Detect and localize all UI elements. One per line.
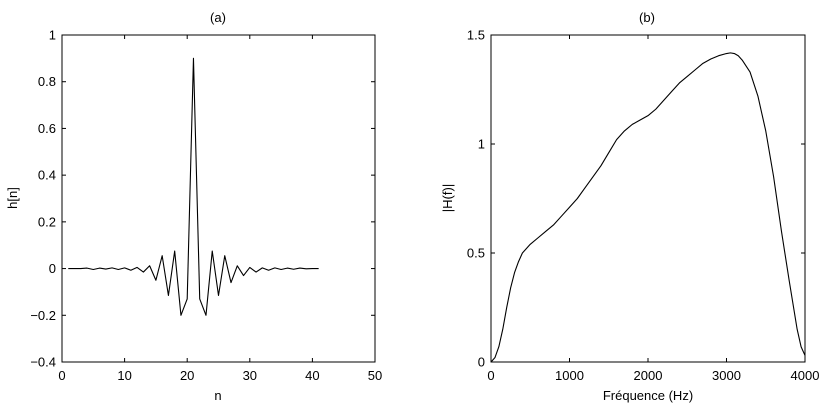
panel-b-y-tick-label: 1.5 (467, 28, 485, 43)
panel-b-x-tick-label: 3000 (712, 368, 741, 383)
panel-a-x-axis-label: n (214, 388, 221, 403)
panel-a-x-tick-label: 40 (305, 368, 319, 383)
panel-a-y-tick-label: 0.2 (38, 214, 56, 229)
panel-a-x-ticks: 0 10 20 30 40 50 (58, 35, 382, 383)
panel-b-y-tick-label: 0 (478, 355, 485, 370)
panel-b-series-line (490, 52, 806, 363)
panel-a-series-line (68, 57, 319, 316)
panel-a-y-axis-label: h[n] (5, 187, 20, 209)
panel-a-axes-frame (61, 34, 376, 363)
panel-a: (a) 0 10 20 30 40 50 −0.4 −0.2 0 0.2 0.4 0.6 0.8 1 n… (5, 10, 382, 403)
panel-b: (b) 0 1000 2000 3000 4000 0 0.5 1 1.5 Fréquence… (440, 10, 819, 403)
panel-b-axes-frame (490, 34, 806, 363)
panel-a-x-tick-label: 0 (58, 368, 65, 383)
panel-b-x-ticks: 0 1000 2000 3000 4000 (487, 35, 819, 383)
panel-b-x-tick-label: 2000 (634, 368, 663, 383)
panel-a-y-ticks: −0.4 −0.2 0 0.2 0.4 0.6 0.8 1 (30, 28, 375, 370)
panel-a-y-tick-label: 0 (49, 261, 56, 276)
panel-a-y-tick-label: 0.6 (38, 121, 56, 136)
panel-b-x-axis-label: Fréquence (Hz) (603, 388, 693, 403)
panel-a-y-tick-label: 0.8 (38, 74, 56, 89)
panel-b-y-axis-label: |H(f)| (440, 184, 455, 212)
panel-b-y-tick-label: 0.5 (467, 246, 485, 261)
panel-a-title: (a) (210, 10, 226, 25)
panel-b-title: (b) (639, 10, 655, 25)
panel-a-x-tick-label: 20 (180, 368, 194, 383)
panel-a-y-tick-label: 1 (49, 28, 56, 43)
panel-b-y-ticks: 0 0.5 1 1.5 (467, 28, 805, 370)
panel-a-x-tick-label: 50 (368, 368, 382, 383)
panel-b-x-tick-label: 0 (487, 368, 494, 383)
panel-b-y-tick-label: 1 (478, 137, 485, 152)
panel-a-y-tick-label: −0.2 (30, 308, 56, 323)
panel-a-x-tick-label: 10 (117, 368, 131, 383)
panel-b-x-tick-label: 4000 (791, 368, 820, 383)
panel-a-y-tick-label: −0.4 (30, 355, 56, 370)
panel-a-y-tick-label: 0.4 (38, 168, 56, 183)
panel-b-x-tick-label: 1000 (555, 368, 584, 383)
panel-a-x-tick-label: 30 (243, 368, 257, 383)
